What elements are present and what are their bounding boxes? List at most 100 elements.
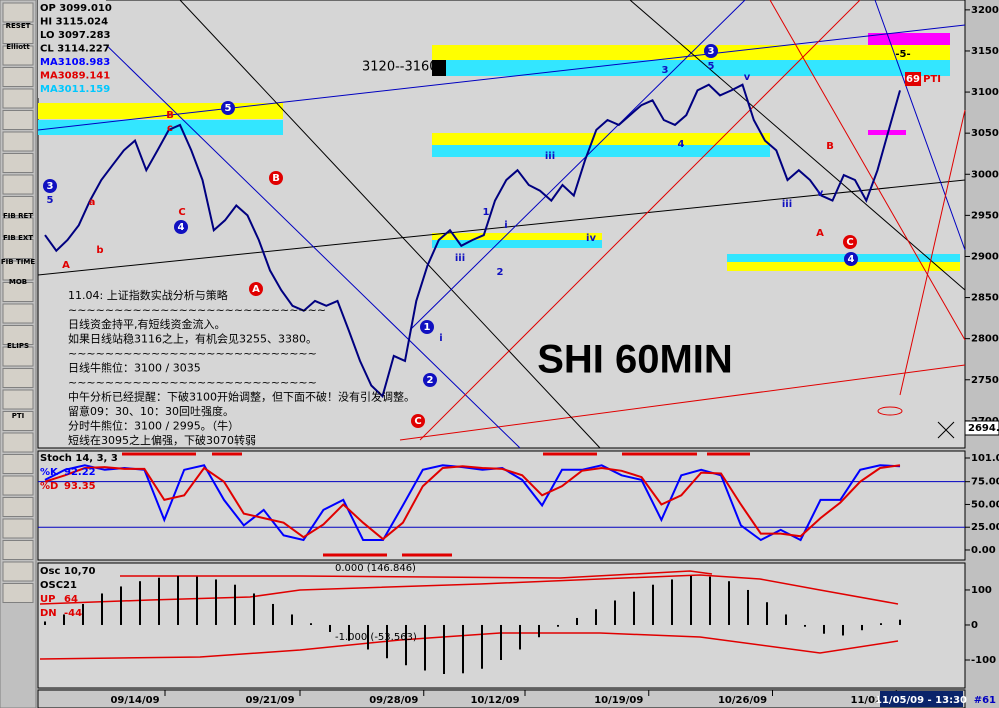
osc-annotation: 0.000 (146.846) [335, 563, 416, 574]
tool-button[interactable] [2, 583, 34, 603]
tool-label: RESET [6, 22, 31, 30]
tool-button[interactable] [2, 217, 34, 238]
tool-button[interactable] [2, 303, 34, 324]
wave-label: c [167, 123, 173, 134]
wave-circle [844, 252, 858, 266]
stoch-chart: 101.0 75.00 50.00 25.00 0.00 Stoch 14, 3, 3 %K… [38, 452, 999, 557]
wave-label: B [272, 173, 280, 184]
tool-button[interactable] [2, 174, 34, 195]
info-line: LO 3097.283 [40, 30, 111, 41]
tool-button[interactable] [2, 454, 34, 474]
tool-button[interactable] [2, 67, 34, 87]
y-tick-label: 2850 [971, 293, 999, 304]
note-line: 日线资金持平,有短线资金流入。 [68, 317, 226, 331]
tool-button[interactable] [2, 346, 34, 367]
wave-label: 2 [497, 267, 504, 278]
note-line: 短线在3095之上偏强，下破3070转弱 [68, 433, 256, 447]
note-line: ~~~~~~~~~~~~~~~~~~~~~~~~~~~ [68, 347, 317, 360]
bar-count: #61 [974, 695, 996, 706]
wave-circle [174, 220, 188, 234]
y-tick-label: 100 [971, 585, 992, 596]
wave-circle [43, 179, 57, 193]
note-line: 留意09：30、10：30回吐强度。 [68, 404, 234, 418]
info-line: MA3108.983 [40, 57, 110, 68]
wave-label: A [816, 228, 824, 239]
wave-label: i [439, 333, 442, 344]
wave-circle [249, 282, 263, 296]
note-line: 如果日线站稳3116之上，有机会见3255、3380。 [68, 332, 317, 346]
tool-button[interactable] [2, 131, 34, 152]
wave-label: i [504, 220, 507, 231]
wave-label: iv [586, 233, 596, 244]
panel-title: Stoch 14, 3, 3 [40, 453, 118, 464]
tool-button[interactable] [2, 411, 34, 431]
tool-button[interactable] [2, 368, 34, 388]
y-tick-label: 3200 [971, 5, 999, 16]
wave-circle [269, 171, 283, 185]
wave-label: 4 [848, 254, 855, 265]
date-box [880, 691, 963, 707]
wave-label: 3 [662, 65, 669, 76]
tool-button[interactable] [2, 24, 34, 44]
tool-button[interactable] [2, 475, 34, 496]
y-tick-label: 2950 [971, 210, 999, 221]
osc-chart: 100 0 -100 Osc 10,70 OSC21 UP 64 DN -44 0.000 (14… [39, 563, 996, 674]
y-tick-label: 0 [971, 620, 978, 631]
stat-value: -44 [64, 608, 82, 619]
y-tick-label: 2900 [971, 251, 999, 262]
tool-button[interactable] [2, 518, 34, 539]
x-tick-label: 11/02 [851, 695, 883, 706]
tool-button[interactable] [2, 561, 34, 582]
wave-label: 2 [427, 375, 434, 386]
tool-button[interactable] [2, 196, 34, 216]
tool-label: Elliott [6, 43, 30, 51]
status-bar: 09/14/09 09/21/09 09/28/09 10/12/09 10/19/09… [110, 690, 996, 707]
tool-button[interactable] [2, 260, 34, 281]
overbought-marks [122, 452, 750, 557]
note-line: ~~~~~~~~~~~~~~~~~~~~~~~~~~~ [68, 376, 317, 389]
wave-label: iii [455, 253, 465, 264]
tool-button[interactable] [2, 389, 34, 410]
y-tick-label: 75.00 [971, 477, 999, 488]
tool-button[interactable] [2, 2, 34, 23]
tool-button[interactable] [2, 540, 34, 560]
wave-label: C [846, 237, 853, 248]
wave-label: B [826, 141, 834, 152]
tool-button[interactable] [2, 497, 34, 517]
tool-button[interactable] [2, 88, 34, 109]
y-tick-label: 2800 [971, 334, 999, 345]
tool-button[interactable] [2, 282, 34, 302]
x-tick-label: 09/14/09 [110, 695, 159, 706]
y-tick-label: -100 [971, 655, 996, 666]
tool-label: PTI [12, 412, 25, 420]
y-tick-label: 50.00 [971, 499, 999, 510]
info-line: CL 3114.227 [40, 44, 110, 55]
stat-name: DN [40, 608, 57, 619]
series-line [44, 464, 901, 541]
osc-annotation: -1.000 (-53.563) [335, 632, 417, 643]
wave-box [905, 72, 921, 86]
wave-label: b [96, 245, 103, 256]
cursor-box [964, 420, 999, 436]
y-tick-label: 2750 [971, 375, 999, 386]
tool-button[interactable] [2, 239, 34, 259]
wave-label: 4 [678, 139, 685, 150]
tool-button[interactable] [2, 432, 34, 453]
wave-label: 5 [47, 195, 54, 206]
wave-label: 1 [424, 322, 431, 333]
panel-subtitle: OSC21 [40, 580, 77, 591]
panel-title: Osc 10,70 [40, 566, 96, 577]
x-tick-label: 10/12/09 [470, 695, 519, 706]
range-label: 3120--3160 [362, 60, 438, 75]
tool-label: MOB [9, 278, 27, 286]
x-tick-label: 09/28/09 [369, 695, 418, 706]
x-tick-label: 09/21/09 [245, 695, 294, 706]
tool-button[interactable] [2, 153, 34, 173]
tool-button[interactable] [2, 45, 34, 66]
y-tick-label: 25.00 [971, 522, 999, 533]
wave-label: PTI [923, 74, 941, 85]
wave-label: A [252, 284, 260, 295]
tool-button[interactable] [2, 325, 34, 345]
tool-button[interactable] [2, 110, 34, 130]
